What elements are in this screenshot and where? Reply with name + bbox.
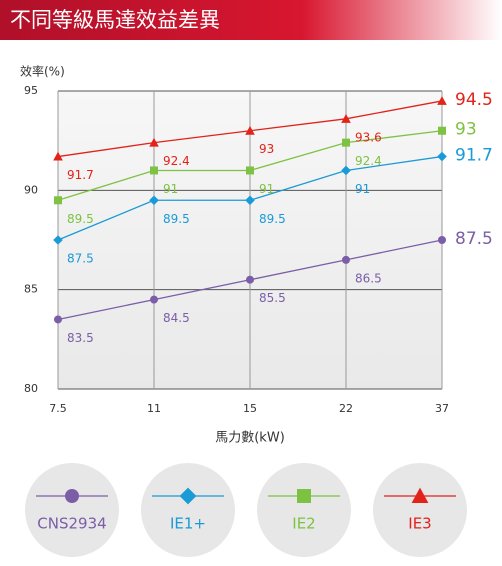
data-point bbox=[341, 114, 351, 123]
data-label: 87.5 bbox=[67, 252, 94, 266]
legend-marker bbox=[179, 487, 197, 505]
data-label: 92.4 bbox=[355, 154, 382, 168]
legend-marker bbox=[411, 487, 429, 503]
data-point bbox=[437, 151, 447, 162]
data-point bbox=[437, 96, 447, 105]
data-label: 86.5 bbox=[355, 271, 382, 285]
legend-bg bbox=[257, 463, 351, 557]
x-tick-label: 11 bbox=[147, 402, 161, 415]
data-label: 84.5 bbox=[163, 311, 190, 325]
data-label: 93.6 bbox=[355, 130, 382, 144]
legend-bg bbox=[25, 463, 119, 557]
x-axis-label: 馬力數(kW) bbox=[215, 431, 285, 446]
y-tick-label: 90 bbox=[24, 183, 38, 196]
y-axis-label: 效率(%) bbox=[20, 64, 65, 79]
data-label: 83.5 bbox=[67, 331, 94, 345]
data-label: 94.5 bbox=[455, 90, 493, 110]
data-point bbox=[342, 255, 350, 264]
data-point bbox=[438, 126, 446, 135]
data-point bbox=[149, 137, 159, 147]
legend-label: IE1+ bbox=[170, 515, 206, 533]
data-label: 91.7 bbox=[455, 146, 493, 166]
data-point bbox=[341, 165, 351, 176]
x-tick-label: 15 bbox=[243, 402, 257, 415]
data-point bbox=[149, 195, 159, 206]
data-label: 89.5 bbox=[163, 212, 190, 226]
legend-marker bbox=[65, 489, 79, 503]
data-point bbox=[53, 235, 63, 245]
x-tick-label: 22 bbox=[339, 402, 353, 415]
data-point bbox=[246, 275, 254, 284]
data-label: 92.4 bbox=[163, 154, 190, 168]
legend-marker bbox=[297, 489, 311, 503]
data-point bbox=[342, 138, 350, 147]
data-point bbox=[150, 295, 158, 304]
x-tick-label: 37 bbox=[435, 402, 449, 415]
title-banner bbox=[0, 0, 502, 40]
data-label: 93 bbox=[455, 120, 477, 140]
data-point bbox=[150, 166, 158, 175]
legend-label: CNS2934 bbox=[37, 515, 106, 533]
data-point bbox=[245, 125, 255, 135]
data-label: 89.5 bbox=[259, 212, 286, 226]
data-label: 91 bbox=[163, 182, 178, 196]
data-label: 91.7 bbox=[67, 168, 94, 182]
legend-bg bbox=[373, 463, 467, 557]
data-point bbox=[54, 315, 62, 324]
y-tick-label: 85 bbox=[24, 283, 38, 296]
data-point bbox=[438, 236, 446, 244]
data-label: 91 bbox=[355, 182, 370, 196]
legend-label: IE2 bbox=[292, 515, 315, 533]
legend-bg bbox=[141, 463, 235, 557]
data-point bbox=[53, 151, 63, 161]
data-label: 91 bbox=[259, 182, 274, 196]
data-label: 85.5 bbox=[259, 291, 286, 305]
chart-title: 不同等級馬達效益差異 bbox=[10, 8, 220, 32]
data-label: 87.5 bbox=[455, 229, 493, 249]
y-tick-label: 95 bbox=[24, 84, 38, 97]
data-label: 89.5 bbox=[67, 212, 94, 226]
x-tick-label: 7.5 bbox=[49, 402, 67, 415]
data-label: 93 bbox=[259, 142, 274, 156]
data-point bbox=[54, 196, 62, 205]
y-tick-label: 80 bbox=[24, 382, 38, 395]
legend-label: IE3 bbox=[408, 515, 431, 533]
data-point bbox=[245, 195, 255, 206]
data-point bbox=[246, 166, 254, 175]
